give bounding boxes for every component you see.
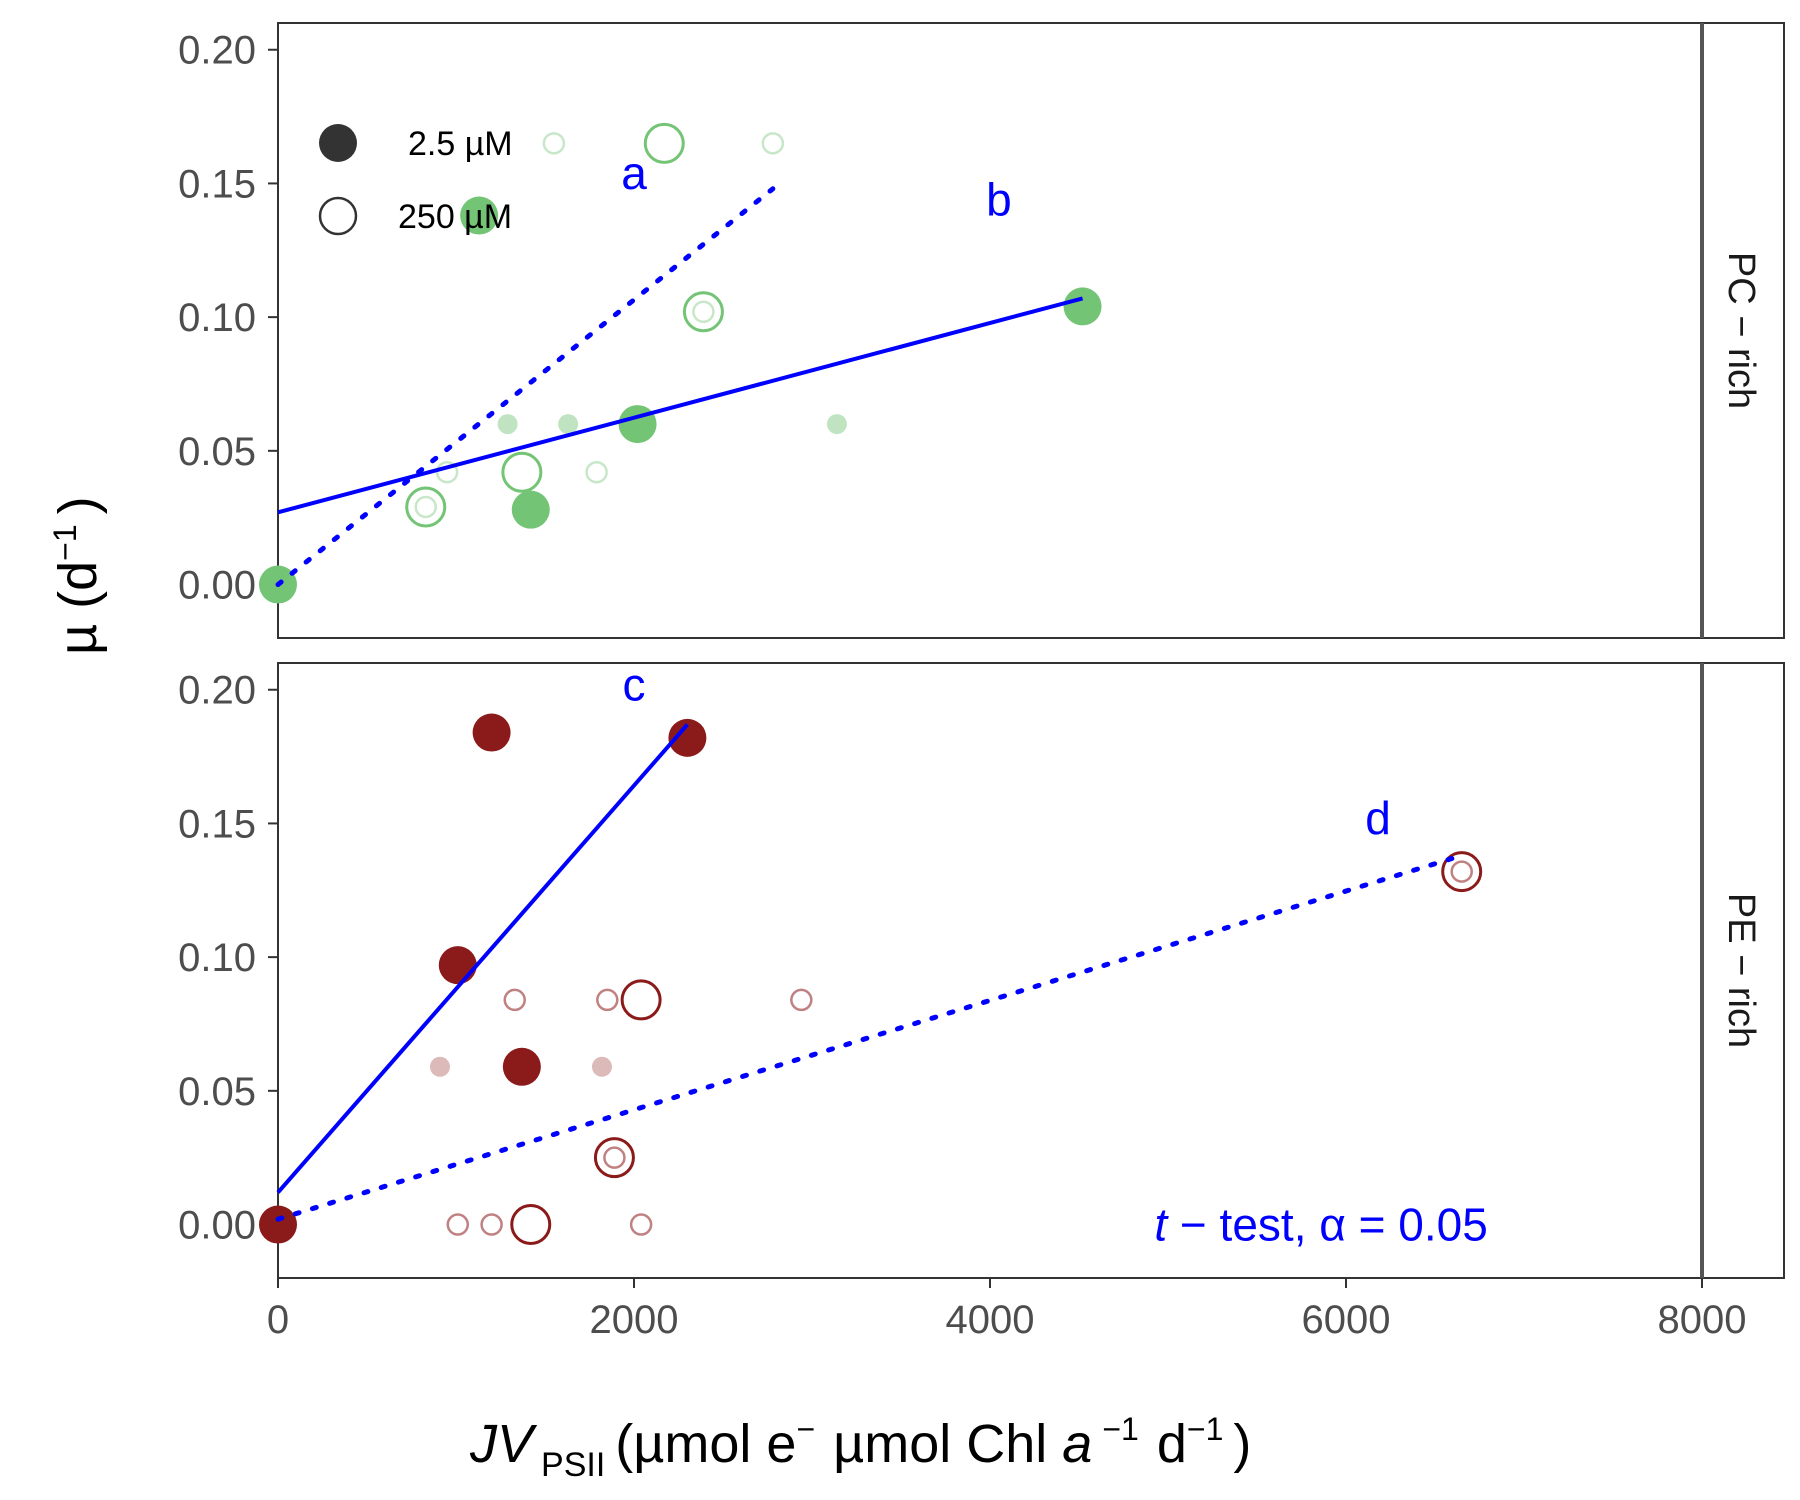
t-test-annotation: t − test, α = 0.05	[1154, 1199, 1487, 1251]
x-axis-title: JV PSII (µmol e− µmol Chl a −1 d−1)	[469, 1411, 1251, 1484]
data-point-open	[682, 291, 724, 333]
panel-border	[277, 662, 1703, 1279]
data-point-open	[593, 1137, 635, 1179]
panel-2: PE − rich 0.00 0.05 0.10 0.15 0.20 c d 0 2000 4000…	[178, 658, 1785, 1342]
regression-label-c: c	[623, 658, 646, 710]
regression-line-c	[276, 723, 689, 1194]
data-point-filled	[438, 946, 477, 985]
data-point-open	[585, 460, 608, 484]
data-point-filled	[472, 713, 511, 752]
x-axis-title-sup3: −1	[1187, 1411, 1223, 1447]
y-tick-label: 0.15	[178, 802, 256, 846]
legend-label-filled: 2.5 µM	[408, 125, 513, 163]
panels-layer: PC − rich 0.00 0.05 0.10 0.15 0.20 a b PE − rich…	[178, 22, 1785, 1342]
y-axis-title-sup: −1	[47, 524, 83, 560]
data-point-filled	[460, 196, 499, 235]
data-point-open	[446, 1213, 470, 1236]
x-tick-label: 4000	[946, 1298, 1035, 1342]
data-point-open	[405, 486, 447, 528]
data-point-open	[542, 132, 566, 155]
data-point-open	[761, 132, 785, 155]
panel-border	[277, 22, 1703, 639]
x-tick-label: 6000	[1302, 1298, 1391, 1342]
t-test-italic: t	[1154, 1199, 1169, 1251]
y-axis-title-close: )	[48, 496, 108, 514]
y-tick-label: 0.00	[178, 564, 256, 608]
data-point-open	[503, 988, 526, 1012]
data-point-open	[629, 1213, 653, 1236]
t-test-text: − test, α = 0.05	[1167, 1199, 1488, 1251]
y-tick-label: 0.05	[178, 430, 256, 474]
x-axis-title-close: )	[1233, 1414, 1251, 1474]
data-point-open	[692, 300, 715, 324]
data-point-filled	[429, 1056, 450, 1077]
data-point-open	[1450, 860, 1473, 883]
y-tick-label: 0.10	[178, 296, 256, 340]
regression-label-d: d	[1365, 792, 1391, 844]
y-tick-label: 0.20	[178, 669, 256, 713]
data-point-open	[643, 122, 685, 164]
x-axis-title-end: d	[1157, 1414, 1187, 1474]
strip-background	[1701, 22, 1785, 639]
data-point-filled	[618, 405, 657, 444]
strip-label: PE − rich	[1720, 893, 1762, 1048]
legend-key-open	[318, 196, 358, 236]
data-point-filled	[511, 490, 550, 529]
data-point-filled	[502, 1047, 541, 1086]
regression-line-b	[277, 296, 1084, 515]
data-point-open	[620, 979, 662, 1021]
data-point-open	[510, 1204, 552, 1246]
data-point-open	[603, 1146, 626, 1169]
x-axis-title-mid: µmol Chl	[833, 1414, 1062, 1474]
data-point-filled	[668, 718, 707, 757]
data-point-open	[414, 495, 437, 519]
x-tick-label: 0	[267, 1298, 289, 1342]
legend: 2.5 µM 250 µM	[318, 124, 513, 236]
x-axis-title-italic2: a	[1062, 1414, 1092, 1474]
x-tick-label: 2000	[590, 1298, 679, 1342]
x-axis-title-sup1: −	[796, 1411, 815, 1447]
regression-line-d	[275, 853, 1465, 1222]
legend-label-open: 250 µM	[398, 198, 512, 236]
data-point-open	[435, 460, 459, 484]
y-tick-label: 0.20	[178, 29, 256, 73]
y-tick-label: 0.05	[178, 1070, 256, 1114]
data-point-filled	[259, 1205, 297, 1244]
strip-label: PC − rich	[1720, 252, 1762, 409]
legend-key-filled	[319, 124, 357, 162]
x-axis-title-units: (µmol e	[615, 1414, 796, 1474]
data-point-filled	[826, 414, 847, 435]
y-tick-label: 0.10	[178, 936, 256, 980]
regression-line-a	[275, 186, 776, 588]
regression-label-a: a	[621, 147, 647, 199]
x-axis-title-sub: PSII	[541, 1446, 605, 1484]
data-point-open	[596, 988, 619, 1012]
x-axis-title-sup2: −1	[1102, 1411, 1138, 1447]
regression-label-b: b	[986, 174, 1012, 226]
data-point-filled	[591, 1056, 612, 1077]
data-point-filled	[1063, 287, 1102, 326]
panel-1: PC − rich 0.00 0.05 0.10 0.15 0.20 a b	[178, 22, 1785, 639]
data-point-open	[501, 451, 543, 493]
x-axis-title-italic: JV	[469, 1414, 538, 1474]
y-axis-title: µ (d−1)	[47, 496, 108, 655]
data-point-filled	[497, 414, 518, 435]
y-axis-title-main: µ (d	[48, 561, 108, 655]
x-tick-label: 8000	[1658, 1298, 1747, 1342]
data-point-filled	[558, 414, 579, 435]
data-point-open	[790, 988, 813, 1012]
y-tick-label: 0.15	[178, 162, 256, 206]
y-tick-label: 0.00	[178, 1204, 256, 1248]
data-point-open	[480, 1213, 503, 1236]
data-point-open	[1441, 851, 1483, 893]
